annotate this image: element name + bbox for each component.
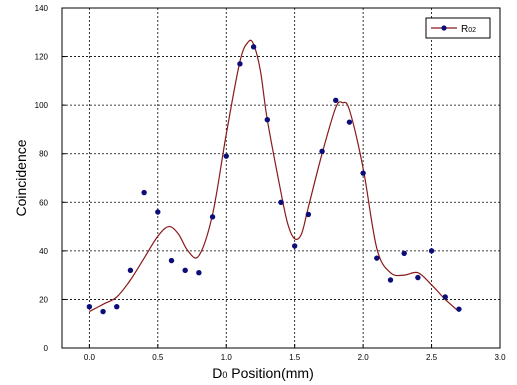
y-tick-label: 140 — [35, 4, 49, 13]
legend-label: R02 — [461, 24, 476, 35]
data-point — [319, 148, 325, 154]
data-point — [223, 153, 229, 159]
data-point — [141, 189, 147, 196]
data-point — [127, 267, 134, 273]
x-tick-label: 3.0 — [494, 353, 506, 362]
data-point — [456, 306, 462, 312]
legend-marker — [441, 25, 447, 31]
x-tick-label: 2.0 — [358, 353, 370, 362]
data-point — [237, 61, 243, 67]
data-point — [374, 255, 380, 261]
x-axis-title-main: D — [212, 365, 222, 381]
data-point — [305, 211, 312, 218]
x-tick-label: 2.5 — [426, 353, 438, 362]
plot-area-frame — [61, 7, 501, 349]
data-point — [196, 270, 202, 276]
legend-label-main: R — [461, 24, 468, 35]
x-tick-label: 1.5 — [289, 353, 301, 362]
y-axis-title: Coincidence — [13, 139, 29, 216]
legend-label-sub: 02 — [468, 27, 476, 34]
y-tick-label: 120 — [35, 53, 49, 62]
data-point — [278, 199, 284, 205]
data-point — [250, 44, 257, 50]
x-tick-label: 0.0 — [84, 353, 96, 362]
data-point — [155, 209, 161, 215]
data-point — [428, 248, 435, 254]
y-tick-label: 0 — [44, 344, 49, 353]
data-point — [442, 294, 448, 300]
x-axis-title-sub: 0 — [222, 370, 227, 380]
grid-lines — [62, 7, 501, 349]
fit-curve — [89, 39, 460, 313]
data-point — [182, 267, 188, 273]
y-tick-label: 60 — [39, 198, 48, 207]
legend-box — [425, 17, 491, 39]
x-axis-ticks: 0.0 0.5 1.0 1.5 2.0 2.5 3.0 — [84, 344, 506, 362]
data-point — [291, 243, 298, 249]
data-point — [346, 119, 353, 125]
data-point — [415, 274, 421, 281]
data-point — [387, 277, 394, 283]
data-point — [114, 304, 120, 310]
y-axis-ticks: 0 20 40 60 80 100 120 140 — [35, 4, 66, 353]
data-point — [360, 170, 366, 176]
data-point — [264, 117, 271, 123]
legend: R02 — [425, 17, 491, 39]
data-point — [401, 250, 407, 256]
x-tick-label: 1.0 — [221, 353, 233, 362]
y-tick-label: 80 — [39, 150, 48, 159]
data-point — [100, 308, 106, 315]
y-tick-label: 40 — [39, 247, 48, 256]
x-axis-title-rest: Position(mm) — [227, 365, 313, 381]
y-tick-label: 20 — [39, 295, 48, 304]
data-point — [168, 257, 175, 264]
data-points — [86, 44, 462, 315]
x-axis-title: D0 Position(mm) — [212, 365, 314, 381]
x-tick-label: 0.5 — [152, 353, 164, 362]
y-tick-label: 100 — [35, 101, 49, 110]
data-point — [209, 214, 216, 220]
data-point — [333, 97, 339, 103]
data-point — [86, 304, 93, 310]
